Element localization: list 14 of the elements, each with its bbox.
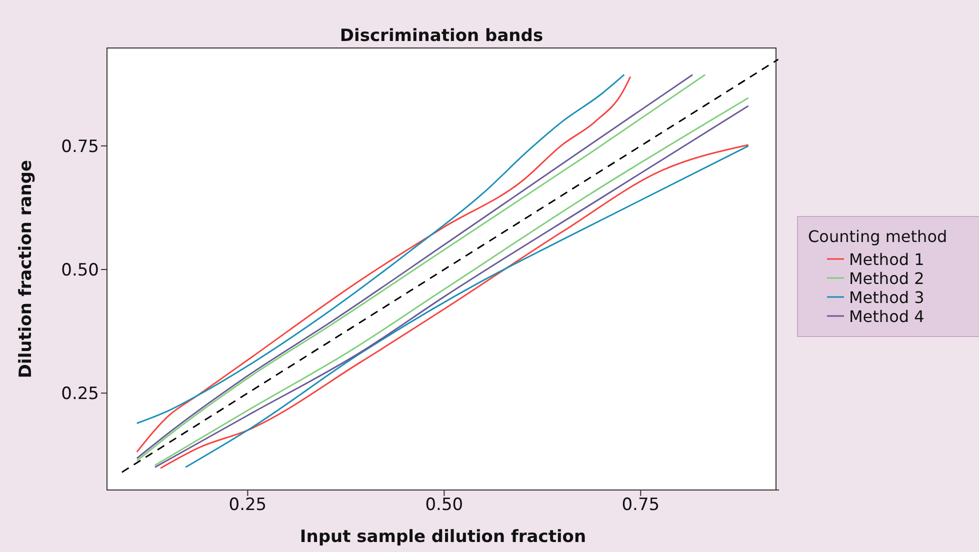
y-axis-title: Dilution fraction range: [16, 160, 36, 378]
x-tick-label: 0.50: [425, 495, 464, 516]
y-tick-label: 0.50: [61, 260, 99, 281]
chart-title: Discrimination bands: [338, 26, 544, 46]
x-tick-label: 0.75: [622, 495, 660, 516]
legend-label: Method 2: [849, 268, 924, 288]
legend-label: Method 4: [849, 306, 924, 326]
y-tick-label: 0.25: [61, 384, 99, 404]
y-tick-label: 0.75: [61, 136, 99, 157]
legend-label: Method 3: [849, 288, 924, 306]
legend-label: Method 1: [849, 250, 924, 268]
x-axis-title: Input sample dilution fraction: [300, 527, 586, 547]
legend-title: Counting method: [808, 226, 948, 246]
x-tick-label: 0.25: [228, 495, 267, 516]
